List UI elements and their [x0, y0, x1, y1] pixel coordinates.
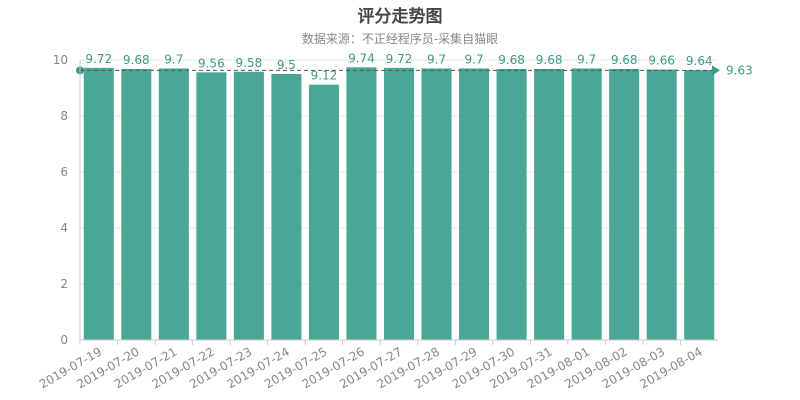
- average-line-arrow: [712, 65, 720, 76]
- bar: [233, 71, 264, 340]
- bar: [83, 67, 114, 340]
- bars: [83, 67, 715, 341]
- y-tick-label: 6: [60, 165, 68, 179]
- y-tick-label: 0: [60, 333, 68, 347]
- y-tick-label: 2: [60, 277, 68, 291]
- bar: [534, 68, 565, 341]
- bar-value-label: 9.74: [348, 51, 375, 65]
- bar-value-label: 9.68: [611, 53, 638, 67]
- bar: [421, 68, 452, 341]
- bar-value-label: 9.56: [198, 56, 225, 70]
- bar-value-label: 9.58: [236, 56, 263, 70]
- y-tick-label: 8: [60, 109, 68, 123]
- bar: [346, 67, 377, 340]
- bar: [158, 68, 189, 341]
- average-line-group: 9.63: [76, 63, 753, 77]
- bar-value-label: 9.7: [164, 52, 183, 66]
- bar: [459, 68, 490, 341]
- bar-value-label: 9.72: [85, 52, 112, 66]
- bar-value-label: 9.66: [648, 54, 675, 68]
- bar: [684, 70, 715, 340]
- bar: [646, 69, 677, 341]
- average-line-label: 9.63: [726, 63, 753, 77]
- chart-subtitle: 数据来源：不正经程序员-采集自猫眼: [301, 32, 499, 46]
- y-tick-label: 10: [53, 53, 68, 67]
- bar-value-label: 9.68: [536, 53, 563, 67]
- bar: [308, 84, 339, 340]
- bar: [571, 68, 602, 341]
- bar-value-label: 9.64: [686, 54, 713, 68]
- bar-value-label: 9.72: [386, 52, 413, 66]
- bar: [609, 68, 640, 341]
- bar-value-label: 9.7: [427, 52, 446, 66]
- bar: [196, 72, 227, 340]
- bar-value-label: 9.12: [311, 69, 338, 83]
- bar: [496, 68, 527, 341]
- bar: [271, 74, 302, 340]
- chart-title: 评分走势图: [357, 7, 443, 27]
- bar-labels: 9.72 9.68 9.7 9.56 9.58 9.5 9.12 9.74 9.72 9.7 9.7…: [85, 51, 712, 82]
- bar-value-label: 9.68: [123, 53, 150, 67]
- bar-value-label: 9.7: [577, 52, 596, 66]
- bar: [383, 67, 415, 340]
- bar: [121, 68, 152, 341]
- bar-value-label: 9.7: [465, 52, 484, 66]
- bar-value-label: 9.5: [277, 58, 296, 72]
- y-tick-label: 4: [60, 221, 68, 235]
- bar-value-label: 9.68: [498, 53, 525, 67]
